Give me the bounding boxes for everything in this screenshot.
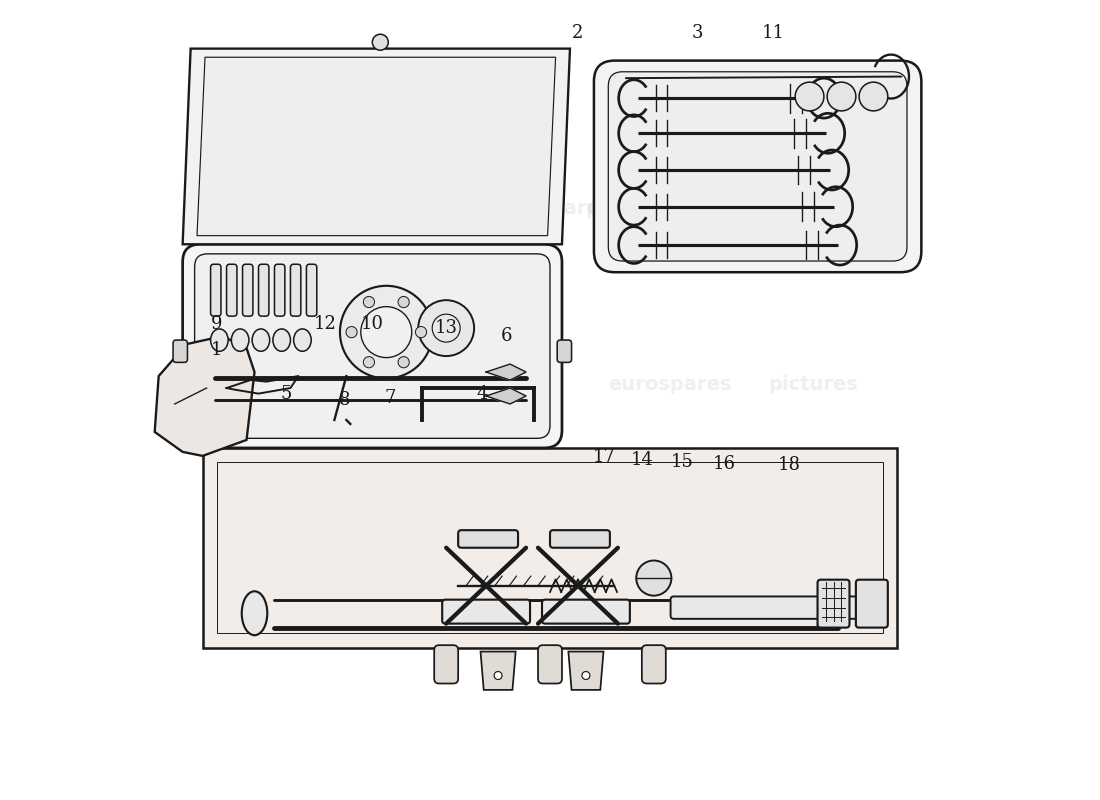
Ellipse shape (242, 591, 267, 635)
Circle shape (340, 286, 432, 378)
Circle shape (361, 306, 411, 358)
FancyBboxPatch shape (542, 600, 630, 624)
FancyBboxPatch shape (183, 244, 562, 448)
Circle shape (636, 561, 671, 596)
FancyBboxPatch shape (434, 645, 459, 683)
FancyBboxPatch shape (195, 254, 550, 438)
Polygon shape (486, 388, 526, 404)
Polygon shape (202, 448, 898, 647)
Text: 8: 8 (339, 391, 351, 409)
Circle shape (859, 82, 888, 111)
Text: pictures: pictures (585, 199, 674, 218)
FancyBboxPatch shape (275, 264, 285, 316)
Text: 7: 7 (385, 390, 396, 407)
Text: 10: 10 (361, 315, 384, 333)
Circle shape (827, 82, 856, 111)
FancyBboxPatch shape (594, 61, 922, 272)
Text: 17: 17 (593, 449, 616, 466)
Ellipse shape (252, 329, 270, 351)
FancyBboxPatch shape (817, 580, 849, 628)
Text: 4: 4 (476, 385, 487, 402)
FancyBboxPatch shape (242, 264, 253, 316)
Text: 13: 13 (434, 319, 458, 337)
Polygon shape (569, 651, 604, 690)
Text: 3: 3 (692, 24, 704, 42)
Text: eurospares: eurospares (712, 199, 835, 218)
Circle shape (398, 357, 409, 368)
FancyBboxPatch shape (550, 530, 609, 548)
Circle shape (363, 357, 374, 368)
FancyBboxPatch shape (856, 580, 888, 628)
FancyBboxPatch shape (459, 530, 518, 548)
Ellipse shape (231, 329, 249, 351)
Text: 18: 18 (778, 457, 801, 474)
Circle shape (363, 297, 374, 308)
FancyBboxPatch shape (558, 340, 572, 362)
FancyBboxPatch shape (442, 600, 530, 624)
Text: 9: 9 (210, 315, 222, 333)
Polygon shape (486, 364, 526, 380)
Text: pictures: pictures (769, 374, 858, 394)
Polygon shape (155, 336, 254, 456)
FancyBboxPatch shape (671, 597, 877, 619)
FancyBboxPatch shape (641, 645, 666, 683)
Circle shape (795, 82, 824, 111)
Text: eurospares: eurospares (608, 542, 732, 562)
Circle shape (416, 326, 427, 338)
FancyBboxPatch shape (210, 264, 221, 316)
Text: 2: 2 (572, 24, 584, 42)
Text: eurospares: eurospares (256, 374, 381, 394)
Text: 12: 12 (314, 315, 337, 333)
FancyBboxPatch shape (307, 264, 317, 316)
Circle shape (494, 671, 502, 679)
FancyBboxPatch shape (173, 340, 187, 362)
FancyBboxPatch shape (290, 264, 300, 316)
Text: 5: 5 (280, 385, 293, 402)
Text: 15: 15 (670, 454, 693, 471)
Polygon shape (481, 651, 516, 690)
Text: 11: 11 (762, 24, 785, 42)
Ellipse shape (210, 329, 228, 351)
Text: eurospares: eurospares (608, 374, 732, 394)
Polygon shape (183, 49, 570, 244)
FancyBboxPatch shape (258, 264, 268, 316)
Circle shape (418, 300, 474, 356)
Ellipse shape (294, 329, 311, 351)
FancyBboxPatch shape (608, 72, 908, 261)
FancyBboxPatch shape (227, 264, 236, 316)
Text: 6: 6 (500, 327, 512, 345)
Text: 14: 14 (630, 451, 653, 469)
FancyBboxPatch shape (538, 645, 562, 683)
Circle shape (398, 297, 409, 308)
Polygon shape (197, 58, 556, 236)
Text: eurospares: eurospares (256, 199, 381, 218)
Text: eurospares: eurospares (329, 542, 452, 562)
Text: 1: 1 (210, 342, 222, 359)
Ellipse shape (273, 329, 290, 351)
Text: eurospares: eurospares (488, 199, 612, 218)
Circle shape (346, 326, 358, 338)
Circle shape (372, 34, 388, 50)
Text: 16: 16 (713, 455, 736, 473)
Circle shape (582, 671, 590, 679)
